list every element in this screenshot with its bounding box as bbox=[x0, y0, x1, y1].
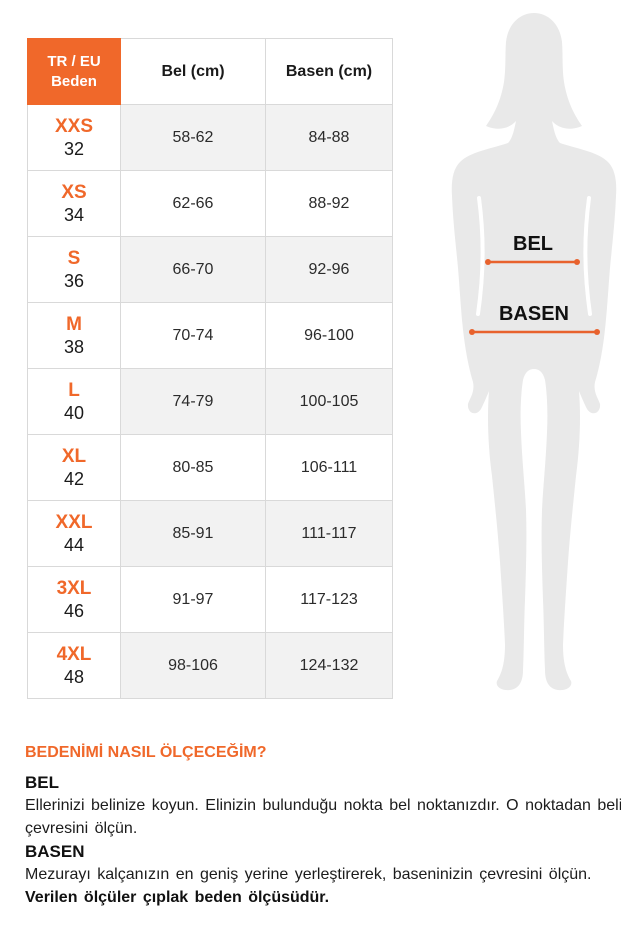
size-cell: XXS 32 bbox=[27, 104, 121, 171]
bel-value-cell: 58-62 bbox=[120, 104, 266, 171]
basen-value-cell: 111-117 bbox=[265, 500, 393, 567]
figure-bel-label: BEL bbox=[513, 233, 553, 255]
header-cell-basen: Basen (cm) bbox=[265, 38, 393, 105]
size-code: 3XL bbox=[56, 577, 92, 599]
arm-body-separation-left bbox=[476, 196, 485, 316]
size-code: S bbox=[67, 247, 81, 269]
size-code: 4XL bbox=[56, 643, 92, 665]
size-code: XXL bbox=[55, 511, 93, 533]
size-code: L bbox=[68, 379, 80, 401]
size-table-body: XXS 32 58-62 84-88 XS 34 62-66 88-92 S 36 66-70 92-… bbox=[27, 104, 393, 699]
bel-value-cell: 74-79 bbox=[120, 368, 266, 435]
header-cell-size: TR / EU Beden bbox=[27, 38, 121, 105]
basen-value-cell: 84-88 bbox=[265, 104, 393, 171]
eu-size: 34 bbox=[63, 204, 85, 225]
size-cell: M 38 bbox=[27, 302, 121, 369]
female-silhouette bbox=[451, 13, 617, 691]
bel-line-dot-right bbox=[574, 259, 580, 265]
size-table-row: M 38 70-74 96-100 bbox=[27, 302, 393, 369]
instructions-title: BEDENİMİ NASIL ÖLÇECEĞİM? bbox=[25, 744, 267, 761]
arm-body-separation-right bbox=[583, 196, 592, 316]
header-size-line1: TR / EU bbox=[47, 52, 101, 70]
size-cell: XL 42 bbox=[27, 434, 121, 501]
size-cell: XXL 44 bbox=[27, 500, 121, 567]
size-cell: XS 34 bbox=[27, 170, 121, 237]
body-measurement-figure: BEL BASEN bbox=[440, 0, 621, 710]
basen-description: Mezurayı kalçanızın en geniş yerine yerl… bbox=[25, 866, 592, 883]
basen-value-cell: 92-96 bbox=[265, 236, 393, 303]
basen-value-cell: 96-100 bbox=[265, 302, 393, 369]
measurement-note: Verilen ölçüler çıplak beden ölçüsüdür. bbox=[25, 889, 330, 906]
size-code: XL bbox=[61, 445, 87, 467]
bel-value-cell: 85-91 bbox=[120, 500, 266, 567]
size-table-row: S 36 66-70 92-96 bbox=[27, 236, 393, 303]
basen-heading: BASEN bbox=[25, 842, 85, 861]
eu-size: 46 bbox=[63, 600, 85, 621]
size-code: XS bbox=[61, 181, 87, 203]
bel-description-line2: çevresini ölçün. bbox=[25, 820, 138, 837]
size-table-row: XL 42 80-85 106-111 bbox=[27, 434, 393, 501]
basen-line-dot-right bbox=[594, 329, 600, 335]
eu-size: 38 bbox=[63, 336, 85, 357]
basen-value-cell: 117-123 bbox=[265, 566, 393, 633]
size-table-header-row: TR / EU Beden Bel (cm) Basen (cm) bbox=[27, 38, 393, 105]
eu-size: 32 bbox=[63, 138, 85, 159]
size-cell: 3XL 46 bbox=[27, 566, 121, 633]
female-silhouette-graphic: BEL BASEN bbox=[451, 13, 617, 691]
bel-value-cell: 80-85 bbox=[120, 434, 266, 501]
eu-size: 42 bbox=[63, 468, 85, 489]
size-table-row: 3XL 46 91-97 117-123 bbox=[27, 566, 393, 633]
size-cell: S 36 bbox=[27, 236, 121, 303]
eu-size: 36 bbox=[63, 270, 85, 291]
bel-value-cell: 62-66 bbox=[120, 170, 266, 237]
header-cell-bel: Bel (cm) bbox=[120, 38, 266, 105]
eu-size: 40 bbox=[63, 402, 85, 423]
basen-value-cell: 100-105 bbox=[265, 368, 393, 435]
bel-description-line1: Ellerinizi belinize koyun. Elinizin bulu… bbox=[25, 797, 621, 814]
measuring-instructions: BEDENİMİ NASIL ÖLÇECEĞİM? BEL Ellerinizi… bbox=[25, 744, 621, 909]
size-cell: L 40 bbox=[27, 368, 121, 435]
size-table: TR / EU Beden Bel (cm) Basen (cm) XXS 32 5… bbox=[27, 38, 393, 699]
bel-value-cell: 66-70 bbox=[120, 236, 266, 303]
header-size-line2: Beden bbox=[51, 72, 97, 90]
size-table-row: 4XL 48 98-106 124-132 bbox=[27, 632, 393, 699]
bel-value-cell: 70-74 bbox=[120, 302, 266, 369]
eu-size: 48 bbox=[63, 666, 85, 687]
size-code: M bbox=[66, 313, 82, 335]
bel-value-cell: 98-106 bbox=[120, 632, 266, 699]
size-table-row: XS 34 62-66 88-92 bbox=[27, 170, 393, 237]
size-code: XXS bbox=[54, 115, 94, 137]
figure-basen-label: BASEN bbox=[499, 303, 569, 325]
bel-heading: BEL bbox=[25, 773, 59, 792]
size-table-row: XXS 32 58-62 84-88 bbox=[27, 104, 393, 171]
eu-size: 44 bbox=[63, 534, 85, 555]
size-table-row: XXL 44 85-91 111-117 bbox=[27, 500, 393, 567]
basen-value-cell: 124-132 bbox=[265, 632, 393, 699]
size-cell: 4XL 48 bbox=[27, 632, 121, 699]
bel-value-cell: 91-97 bbox=[120, 566, 266, 633]
bel-line-dot-left bbox=[485, 259, 491, 265]
basen-value-cell: 88-92 bbox=[265, 170, 393, 237]
size-table-row: L 40 74-79 100-105 bbox=[27, 368, 393, 435]
basen-value-cell: 106-111 bbox=[265, 434, 393, 501]
basen-line-dot-left bbox=[469, 329, 475, 335]
